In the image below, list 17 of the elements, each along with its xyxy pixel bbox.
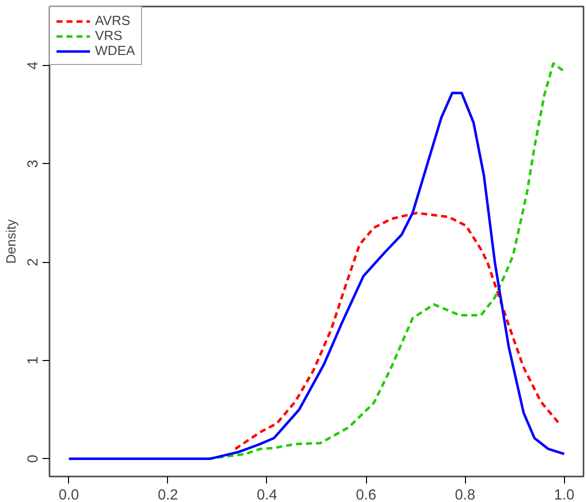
x-tick-label: 0.0 bbox=[58, 488, 80, 502]
line-series bbox=[234, 212, 562, 450]
legend-label: AVRS bbox=[95, 13, 130, 28]
legend-label: VRS bbox=[95, 28, 122, 43]
x-tick-label: 0.4 bbox=[256, 488, 278, 502]
x-tick-label: 0.2 bbox=[158, 488, 178, 502]
x-tick-label: 1.0 bbox=[554, 488, 574, 502]
y-tick-label: 3 bbox=[26, 160, 42, 168]
line-series bbox=[68, 92, 566, 460]
x-tick-label: 0.8 bbox=[454, 488, 476, 502]
y-tick-label: 2 bbox=[26, 258, 42, 266]
legend-label: WDEA bbox=[95, 43, 135, 58]
y-tick-label: 4 bbox=[26, 61, 42, 70]
y-tick-label: 0 bbox=[26, 454, 42, 463]
x-tick-label: 0.6 bbox=[356, 488, 376, 502]
y-tick-label: 1 bbox=[26, 356, 42, 365]
y-axis-title: Density bbox=[4, 218, 18, 264]
